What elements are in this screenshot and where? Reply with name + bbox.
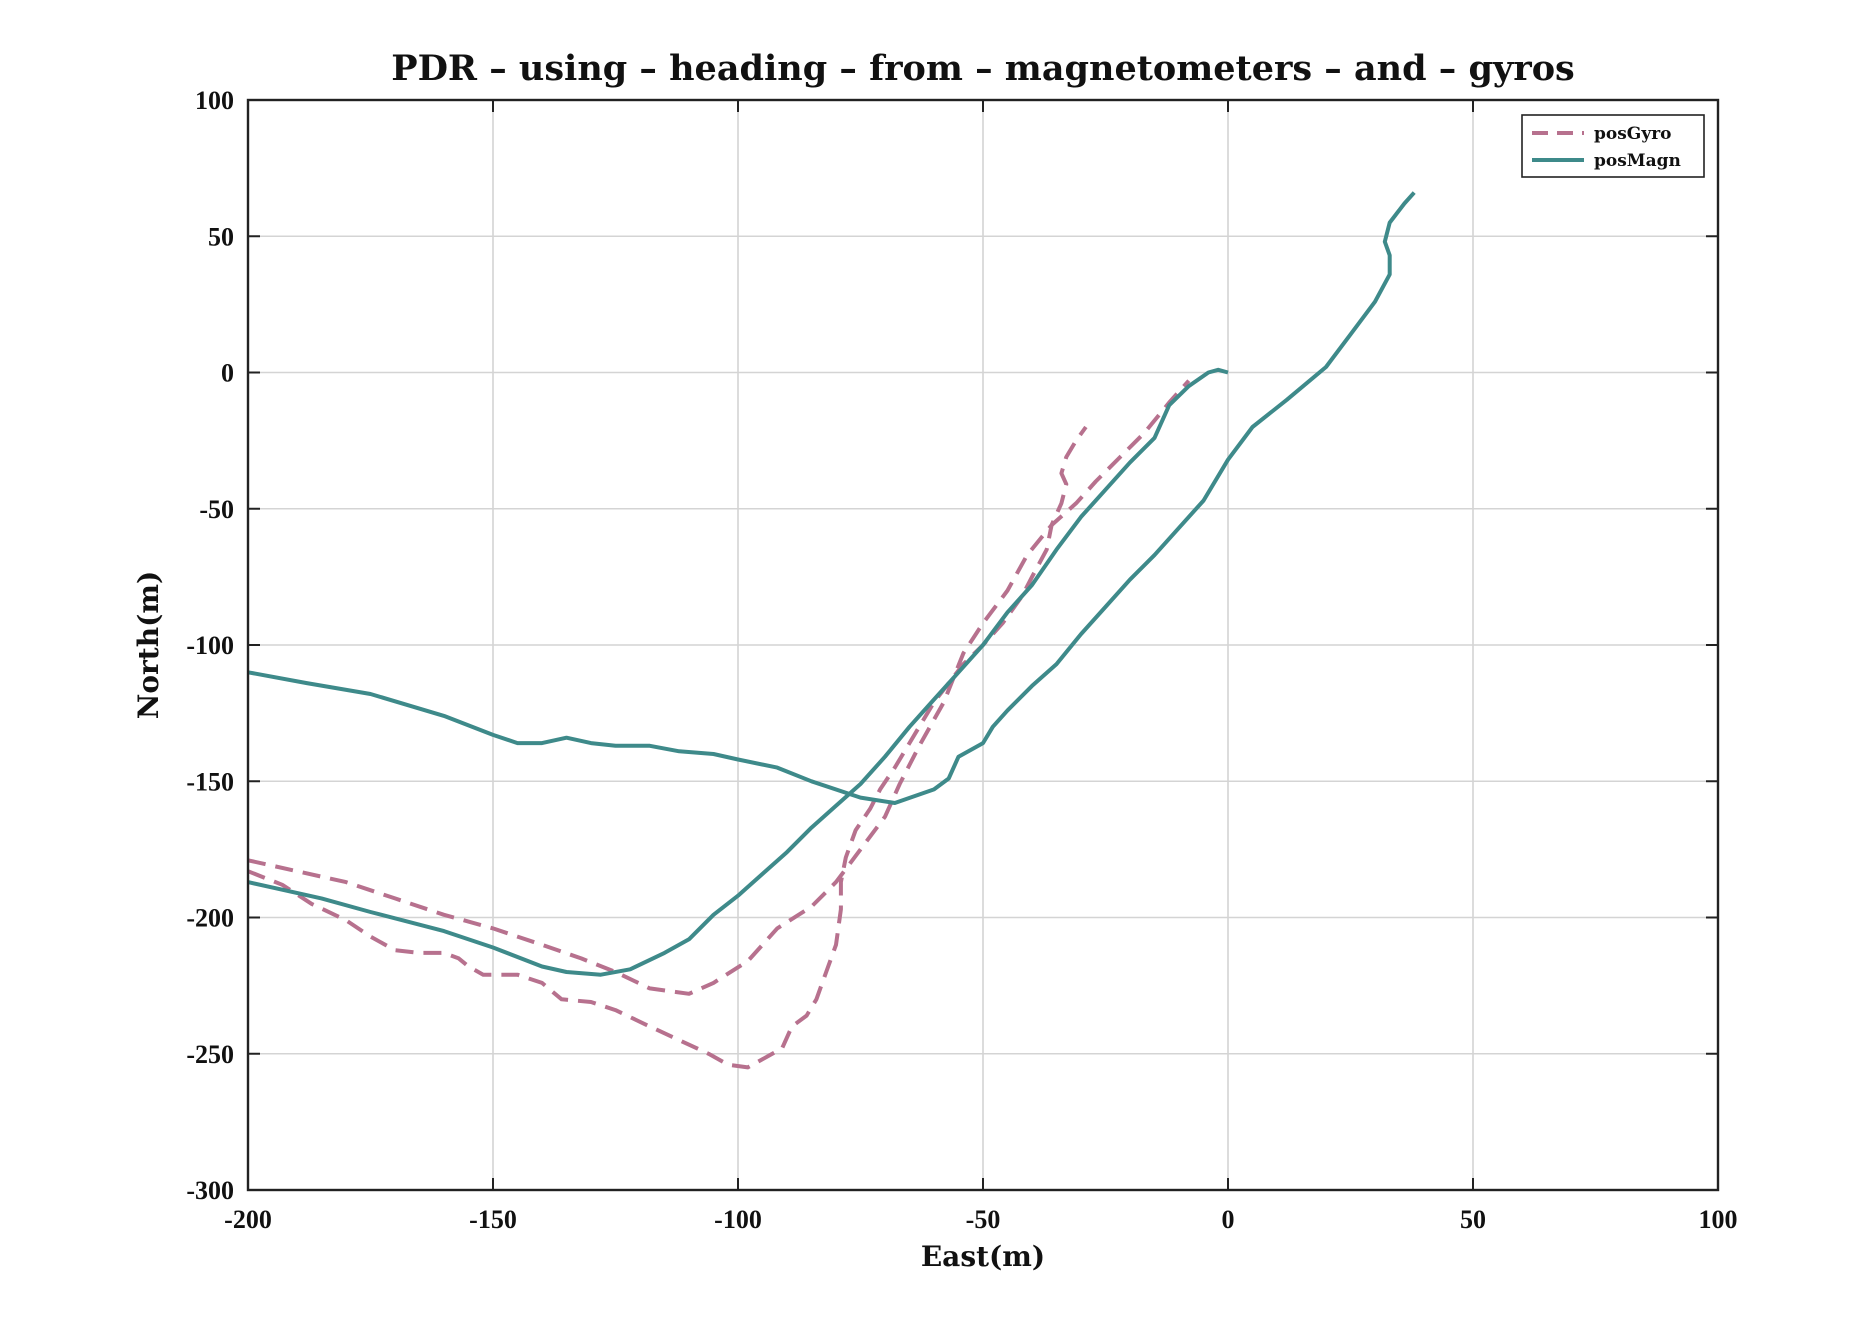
x-tick-label: 50 [1460, 1205, 1486, 1234]
y-tick-label: 50 [208, 222, 234, 251]
x-axis-label: East(m) [921, 1240, 1045, 1273]
series-layer [247, 191, 1416, 1070]
series-posMagn [247, 191, 1416, 977]
x-tick-label: 100 [1699, 1205, 1738, 1234]
x-tick-label: -200 [224, 1205, 272, 1234]
x-tick-label: -50 [966, 1205, 1001, 1234]
y-tick-label: -250 [186, 1040, 234, 1069]
series-line-posGyro [247, 425, 1088, 1070]
tick-labels: -200 -150 -100 -50 0 50 100 -300 -250 -200 -150 -10… [186, 86, 1737, 1234]
legend-box [1521, 114, 1705, 178]
series-line-posMagn [247, 367, 1229, 977]
legend-label-posGyro: posGyro [1594, 124, 1672, 144]
y-tick-label: -100 [186, 631, 234, 660]
y-axis-label: North(m) [132, 571, 165, 719]
x-tick-label: -100 [714, 1205, 762, 1234]
grid [247, 99, 1719, 1191]
legend: posGyro posMagn [1521, 114, 1705, 178]
y-tick-label: 0 [221, 359, 234, 388]
y-tick-label: 100 [195, 86, 234, 115]
y-tick-label: -300 [186, 1176, 234, 1205]
y-tick-label: -150 [186, 767, 234, 796]
series-line-posGyro [247, 379, 1191, 996]
y-tick-label: -200 [186, 904, 234, 933]
chart-title: PDR – using – heading – from – magnetome… [391, 48, 1575, 89]
x-tick-label: 0 [1222, 1205, 1235, 1234]
x-tick-label: -150 [469, 1205, 517, 1234]
y-tick-label: -50 [199, 495, 234, 524]
series-posGyro [247, 379, 1191, 1070]
ticks [247, 99, 1719, 1191]
series-line-posMagn [247, 191, 1416, 805]
legend-label-posMagn: posMagn [1594, 151, 1681, 171]
